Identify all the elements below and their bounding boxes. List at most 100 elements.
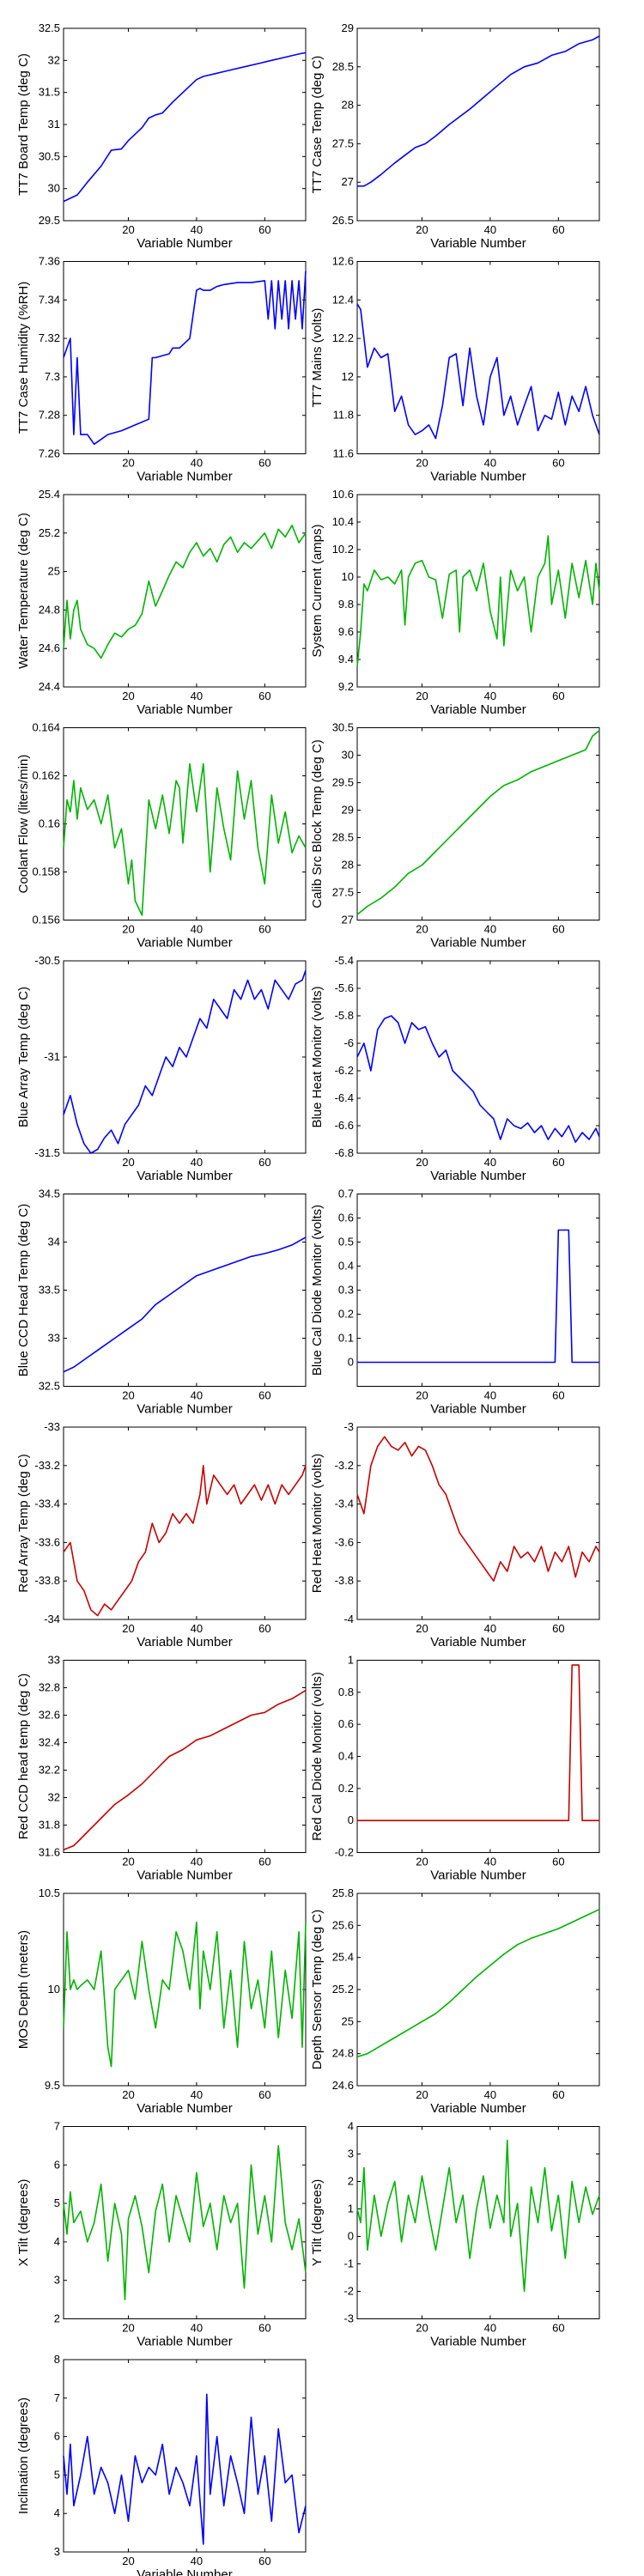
y-tick-label: -3.4	[335, 1498, 354, 1510]
y-tick-label: 3	[54, 2545, 60, 2558]
y-tick-label: 25.6	[332, 1918, 354, 1931]
x-axis-label: Variable Number	[137, 1868, 232, 1883]
x-tick-label: 20	[416, 223, 428, 236]
y-tick-label: 29.5	[39, 214, 60, 227]
chart-panel-8: 27 27.5 28 28.5 29 29.5 30 30.5 20 40 60 Variable N…	[310, 721, 600, 951]
y-tick-label: -2	[343, 2285, 354, 2298]
plot-frame	[356, 1660, 600, 1853]
series-line	[63, 1690, 307, 1851]
x-tick-label: 60	[258, 1389, 270, 1402]
y-tick-label: 4	[54, 2235, 60, 2248]
y-tick-label: 0.164	[32, 721, 60, 734]
x-axis-label: Variable Number	[430, 702, 526, 717]
y-tick-label: 24.6	[39, 641, 60, 654]
y-tick-label: -31	[44, 1050, 60, 1063]
x-tick-label: 20	[122, 2088, 134, 2101]
y-axis-label: Blue Cal Diode Monitor (volts)	[310, 1205, 325, 1376]
x-tick-label: 60	[258, 923, 270, 936]
y-tick-label: 24.4	[39, 680, 60, 693]
x-tick-label: 40	[191, 690, 203, 702]
chart-panel-20: -3 -2 -1 0 1 2 3 4 20 40 60 Variable Number Y Tilt (…	[310, 2120, 600, 2349]
x-tick-label: 20	[416, 2088, 428, 2101]
x-tick-label: 60	[552, 690, 564, 702]
x-axis-label: Variable Number	[430, 1169, 526, 1183]
y-tick-label: 11.6	[333, 447, 354, 460]
y-tick-label: 31	[48, 118, 60, 131]
y-tick-label: -4	[343, 1613, 354, 1625]
y-tick-label: 0.4	[338, 1750, 354, 1763]
x-tick-label: 20	[122, 690, 134, 702]
y-axis-label: Inclination (degrees)	[16, 2397, 31, 2514]
y-tick-label: 12.6	[332, 255, 354, 268]
chart-panel-18: 24.6 24.8 25 25.2 25.4 25.6 25.8 20 40 60 Variable…	[310, 1886, 600, 2116]
y-tick-label: -30.5	[34, 954, 60, 967]
y-tick-label: 27.5	[332, 137, 354, 149]
series-line	[357, 1229, 599, 1364]
chart-panel-17: 9.5 10 10.5 20 40 60 Variable Number MOS Depth …	[16, 1886, 307, 2116]
x-axis-label: Variable Number	[430, 1635, 526, 1649]
x-tick-label: 40	[484, 1389, 496, 1402]
y-axis-label: Red Cal Diode Monitor (volts)	[310, 1672, 325, 1841]
y-tick-label: 29	[342, 21, 354, 34]
x-tick-label: 60	[552, 457, 564, 470]
y-tick-label: 7.32	[39, 331, 60, 344]
series-line	[63, 762, 307, 916]
y-tick-label: 6	[54, 2158, 60, 2171]
y-tick-label: 3	[348, 2148, 354, 2160]
x-tick-label: 40	[191, 2088, 203, 2101]
y-tick-label: 9.6	[338, 625, 354, 638]
x-tick-label: 60	[552, 1156, 564, 1169]
x-axis-label: Variable Number	[137, 702, 232, 717]
plot-frame	[356, 27, 600, 222]
chart-panel-14: -4 -3.8 -3.6 -3.4 -3.2 -3 20 40 60 Variable Numbe…	[310, 1420, 600, 1649]
x-tick-label: 20	[122, 1156, 134, 1169]
chart-panel-13: -34 -33.8 -33.6 -33.4 -33.2 -33 20 40 60 Variable…	[16, 1420, 307, 1649]
y-tick-label: 0.158	[32, 866, 60, 878]
y-tick-label: 0	[348, 1356, 354, 1369]
y-tick-label: 2	[54, 2312, 60, 2325]
plot-frame	[356, 1893, 600, 2087]
y-tick-label: 25.2	[332, 1983, 354, 1996]
plot-frame	[356, 494, 600, 688]
y-tick-label: -3.6	[335, 1535, 354, 1548]
y-axis-label: Water Temperature (deg C)	[16, 513, 31, 669]
y-axis-label: Y Tilt (degrees)	[310, 2179, 325, 2266]
y-tick-label: 1	[348, 1654, 354, 1667]
y-tick-label: 28.5	[332, 831, 354, 844]
x-tick-label: 20	[416, 923, 428, 936]
y-tick-label: 33	[48, 1332, 60, 1345]
chart-panel-6: 9.2 9.4 9.6 9.8 10 10.2 10.4 10.6 20 40 60 Variable…	[310, 488, 600, 717]
y-tick-label: 7.34	[39, 293, 60, 306]
x-tick-label: 20	[122, 223, 134, 236]
y-tick-label: 32.4	[39, 1736, 60, 1749]
plot-frame	[356, 727, 600, 920]
y-tick-label: -5.8	[335, 1009, 354, 1022]
y-tick-label: 30.5	[39, 149, 60, 162]
y-tick-label: 10	[48, 1983, 60, 1996]
y-tick-label: 5	[54, 2196, 60, 2209]
x-tick-label: 20	[416, 2322, 428, 2335]
x-tick-label: 60	[258, 690, 270, 702]
y-tick-label: 31.8	[39, 1819, 60, 1832]
x-axis-label: Variable Number	[137, 1402, 232, 1417]
series-line	[63, 52, 307, 203]
y-tick-label: 8	[54, 2353, 60, 2366]
plot-frame	[63, 960, 307, 1154]
x-axis-label: Variable Number	[430, 936, 526, 951]
plot-frame	[356, 2126, 600, 2319]
y-tick-label: 10.6	[332, 488, 354, 501]
y-tick-label: 31.5	[39, 86, 60, 99]
y-tick-label: 29.5	[332, 776, 354, 789]
y-tick-label: 32.2	[39, 1764, 60, 1777]
x-tick-label: 20	[416, 457, 428, 470]
x-tick-label: 40	[484, 223, 496, 236]
plot-frame	[356, 1194, 600, 1387]
x-tick-label: 20	[416, 1856, 428, 1868]
series-line	[63, 1921, 307, 2068]
plot-frame	[63, 1426, 307, 1620]
y-tick-label: -3	[343, 2312, 354, 2325]
y-tick-label: 0	[348, 1814, 354, 1826]
y-axis-label: Blue Heat Monitor (volts)	[310, 986, 325, 1127]
y-tick-label: 25.2	[39, 526, 60, 539]
x-axis-label: Variable Number	[430, 1402, 526, 1417]
